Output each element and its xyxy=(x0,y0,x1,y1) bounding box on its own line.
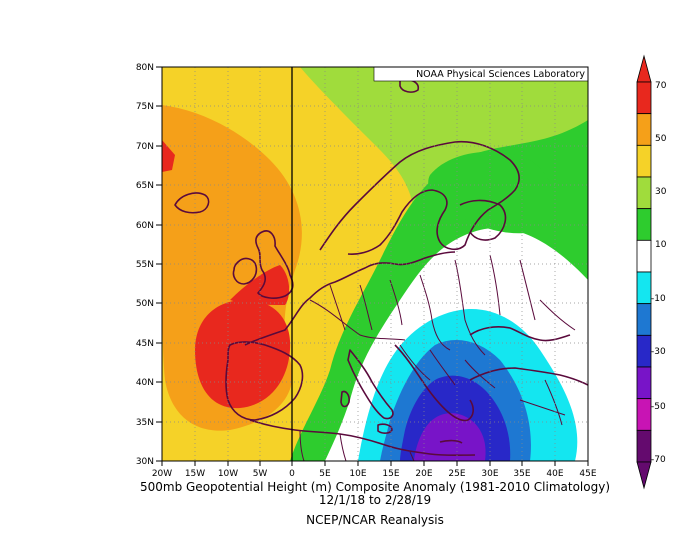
lat-label: 45N xyxy=(136,339,154,349)
colorbar-bottom-arrow xyxy=(636,461,652,490)
lat-label: 80N xyxy=(136,63,154,73)
colorbar-segment xyxy=(636,303,652,336)
colorbar-segment xyxy=(636,239,652,273)
lat-label: 70N xyxy=(136,142,154,152)
colorbar-top-arrow xyxy=(636,54,652,83)
colorbar-label: 70 xyxy=(655,81,667,91)
lat-label: 60N xyxy=(136,221,154,231)
colorbar-label: 10 xyxy=(655,240,667,250)
lat-label: 75N xyxy=(136,102,154,112)
lon-label: 30E xyxy=(481,469,498,479)
lon-label: 45E xyxy=(579,469,596,479)
lat-label: 30N xyxy=(136,457,154,467)
lon-label: 5W xyxy=(253,469,268,479)
lon-label: 0 xyxy=(289,469,295,479)
colorbar-label: 30 xyxy=(655,187,667,197)
lat-label: 55N xyxy=(136,260,154,270)
lat-label: 35N xyxy=(136,418,154,428)
colorbar-label: -10 xyxy=(651,294,666,304)
lon-label: 35E xyxy=(513,469,530,479)
colorbar-segment xyxy=(636,176,652,210)
country-borders xyxy=(299,254,576,461)
lat-label: 50N xyxy=(136,299,154,309)
anomaly-field xyxy=(162,67,588,461)
lon-label: 10W xyxy=(218,469,238,479)
colorbar-label: -30 xyxy=(651,347,666,357)
lon-axis xyxy=(161,461,589,466)
lon-label: 15W xyxy=(185,469,205,479)
lon-label: 15E xyxy=(382,469,399,479)
caption-title: 500mb Geopotential Height (m) Composite … xyxy=(139,480,610,494)
lon-label: 5E xyxy=(319,469,331,479)
colorbar-label: 50 xyxy=(655,134,667,144)
colorbar-segment xyxy=(636,398,652,431)
lat-label: 40N xyxy=(136,378,154,388)
colorbar-segment xyxy=(636,113,652,146)
graticule xyxy=(162,67,588,461)
colorbar-segment xyxy=(636,429,652,463)
source-label: NOAA Physical Sciences Laboratory xyxy=(416,69,585,80)
caption-source: NCEP/NCAR Reanalysis xyxy=(306,513,444,527)
colorbar-label: -50 xyxy=(651,402,666,412)
colorbar-segment xyxy=(636,144,652,178)
colorbar-label: -70 xyxy=(651,455,666,465)
lon-label: 25E xyxy=(448,469,465,479)
colorbar-segment xyxy=(636,271,652,305)
colorbar-segment xyxy=(636,366,652,400)
lon-label: 20E xyxy=(415,469,432,479)
lat-axis xyxy=(156,66,162,462)
colorbar-labels: 70 50 30 10 -10 -30 -50 -70 xyxy=(651,81,667,465)
lat-label: 65N xyxy=(136,181,154,191)
colorbar-segment xyxy=(636,81,652,115)
lon-label: 40E xyxy=(546,469,563,479)
colorbar xyxy=(636,54,652,490)
colorbar-segment xyxy=(636,334,652,368)
lon-label: 20W xyxy=(152,469,172,479)
caption-dates: 12/1/18 to 2/28/19 xyxy=(318,493,432,507)
colorbar-segment xyxy=(636,208,652,241)
lon-label: 10E xyxy=(349,469,366,479)
